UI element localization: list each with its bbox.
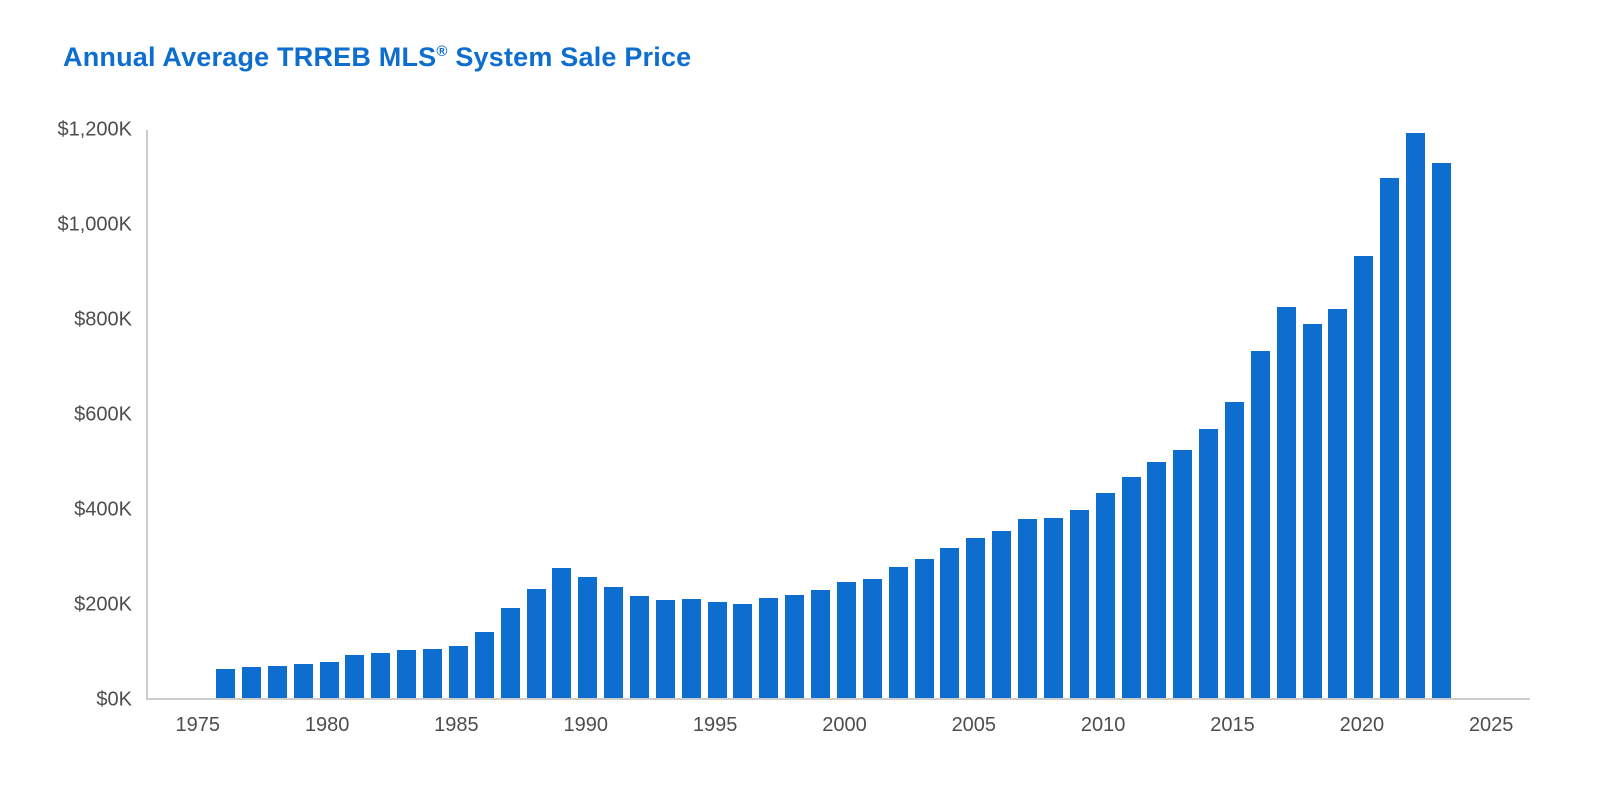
bar-1998 — [785, 595, 805, 698]
x-axis-tick-label: 1975 — [175, 714, 220, 736]
bar-2003 — [914, 558, 934, 698]
bar-2017 — [1276, 307, 1296, 698]
bar-1986 — [474, 632, 494, 698]
bar-1980 — [319, 662, 339, 698]
bar-1997 — [759, 597, 779, 698]
bar-2004 — [940, 548, 960, 698]
bar-1976 — [216, 668, 236, 698]
bar-1981 — [345, 655, 365, 698]
bar-2012 — [1147, 461, 1167, 698]
y-axis-tick-label: $1,200K — [57, 118, 132, 141]
bar-2000 — [836, 582, 856, 698]
bar-1978 — [267, 666, 287, 698]
x-axis-tick-label: 2025 — [1468, 714, 1514, 736]
x-axis-tick-label: 1990 — [563, 714, 609, 736]
x-axis-tick-label: 2000 — [822, 714, 867, 736]
x-axis-tick-label: 1980 — [304, 714, 350, 736]
bar-2011 — [1121, 477, 1141, 698]
bar-2014 — [1199, 428, 1219, 698]
bar-1989 — [552, 568, 572, 698]
y-axis: $0K $200K $400K $600K $800K $1,000K $1,200K — [0, 119, 132, 711]
x-axis: 1975 1980 1985 1990 1995 2000 2005 2010 2015 2020… — [146, 714, 1530, 744]
bar-2018 — [1302, 324, 1322, 698]
bar-2022 — [1406, 132, 1426, 698]
bar-2005 — [966, 538, 986, 698]
bar-2008 — [1043, 517, 1063, 698]
y-axis-tick-label: $800K — [74, 308, 132, 331]
bar-1988 — [526, 588, 546, 698]
bar-1987 — [500, 608, 520, 698]
bar-2019 — [1328, 308, 1348, 698]
bar-2023 — [1431, 162, 1451, 698]
bar-1994 — [681, 598, 701, 698]
plot-area — [146, 130, 1530, 700]
bar-2013 — [1173, 449, 1193, 698]
bar-1985 — [448, 646, 468, 698]
bar-2016 — [1250, 351, 1270, 698]
bar-2009 — [1069, 510, 1089, 698]
x-axis-tick-label: 1995 — [692, 714, 738, 736]
bar-2021 — [1380, 177, 1400, 698]
bar-1984 — [423, 649, 443, 698]
bar-1995 — [707, 601, 727, 698]
bar-2002 — [888, 567, 908, 698]
bar-1991 — [604, 586, 624, 698]
chart-title: Annual Average TRREB MLS® System Sale Pr… — [63, 42, 691, 73]
y-axis-tick-label: $0K — [96, 688, 132, 711]
x-axis-tick-label: 2020 — [1339, 714, 1385, 736]
bar-1983 — [397, 649, 417, 698]
y-axis-tick-label: $200K — [74, 593, 132, 616]
bar-2007 — [1018, 519, 1038, 698]
x-axis-tick-label: 2005 — [951, 714, 997, 736]
x-axis-tick-label: 1985 — [434, 714, 479, 736]
y-axis-tick-label: $600K — [74, 403, 132, 426]
bar-2015 — [1225, 402, 1244, 698]
registered-trademark-symbol: ® — [436, 43, 448, 60]
x-axis-tick-label: 2010 — [1080, 714, 1126, 736]
bar-1990 — [578, 576, 598, 698]
bar-2010 — [1095, 493, 1115, 698]
bar-1982 — [371, 652, 391, 698]
bar-1992 — [630, 595, 649, 698]
y-axis-tick-label: $1,000K — [57, 213, 132, 236]
bar-1999 — [811, 589, 831, 698]
bar-1979 — [293, 664, 313, 698]
chart-title-text-tail: System Sale Price — [447, 42, 692, 72]
bar-2006 — [992, 530, 1012, 698]
bar-1996 — [733, 603, 753, 698]
x-axis-tick-label: 2015 — [1210, 714, 1255, 736]
y-axis-tick-label: $400K — [74, 498, 132, 521]
bar-1977 — [241, 667, 261, 698]
bar-1993 — [655, 599, 675, 698]
chart-title-text: Annual Average TRREB MLS — [63, 42, 437, 72]
bar-2020 — [1354, 256, 1374, 698]
bar-2001 — [862, 578, 882, 698]
